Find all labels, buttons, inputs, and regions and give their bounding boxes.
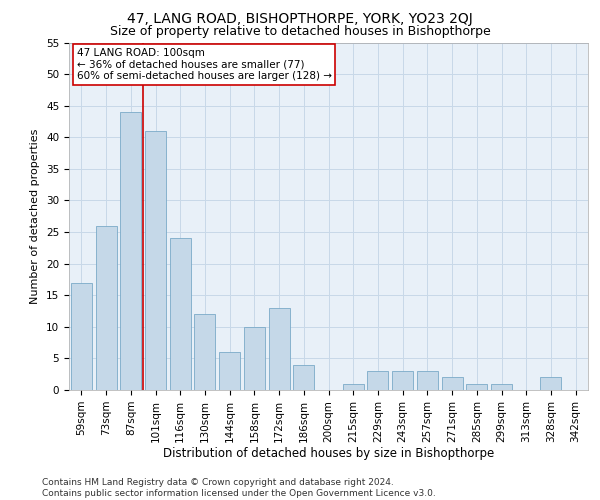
Bar	[491, 384, 512, 390]
Bar	[219, 352, 240, 390]
Bar	[95, 226, 116, 390]
Bar	[293, 364, 314, 390]
Bar	[392, 371, 413, 390]
Bar	[541, 378, 562, 390]
Bar	[244, 327, 265, 390]
Bar	[466, 384, 487, 390]
Bar	[442, 378, 463, 390]
Text: 47, LANG ROAD, BISHOPTHORPE, YORK, YO23 2QJ: 47, LANG ROAD, BISHOPTHORPE, YORK, YO23 …	[127, 12, 473, 26]
Bar	[194, 314, 215, 390]
Bar	[367, 371, 388, 390]
Bar	[145, 131, 166, 390]
Bar	[417, 371, 438, 390]
Y-axis label: Number of detached properties: Number of detached properties	[31, 128, 40, 304]
Text: Size of property relative to detached houses in Bishopthorpe: Size of property relative to detached ho…	[110, 25, 490, 38]
Bar	[120, 112, 141, 390]
X-axis label: Distribution of detached houses by size in Bishopthorpe: Distribution of detached houses by size …	[163, 448, 494, 460]
Text: Contains HM Land Registry data © Crown copyright and database right 2024.
Contai: Contains HM Land Registry data © Crown c…	[42, 478, 436, 498]
Bar	[71, 282, 92, 390]
Bar	[269, 308, 290, 390]
Bar	[343, 384, 364, 390]
Text: 47 LANG ROAD: 100sqm
← 36% of detached houses are smaller (77)
60% of semi-detac: 47 LANG ROAD: 100sqm ← 36% of detached h…	[77, 48, 332, 81]
Bar	[170, 238, 191, 390]
